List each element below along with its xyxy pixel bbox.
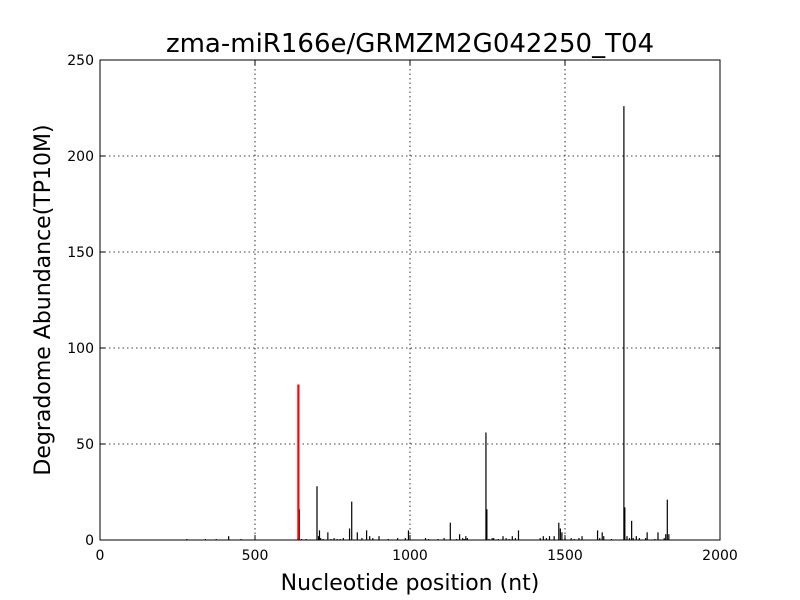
y-tick-label: 150 [67, 245, 94, 261]
y-tick-label: 100 [67, 341, 94, 357]
y-tick-labels: 0 50 100 150 200 250 [67, 53, 94, 549]
y-axis-label: Degradome Abundance(TP10M) [31, 124, 56, 475]
x-tick-labels: 0 500 1000 1500 2000 [96, 548, 738, 564]
bars [186, 106, 670, 540]
chart-title: zma-miR166e/GRMZM2G042250_T04 [166, 29, 654, 59]
x-tick-label: 1500 [547, 548, 583, 564]
y-tick-label: 0 [85, 533, 94, 549]
x-tick-label: 2000 [702, 548, 738, 564]
x-tick-label: 0 [96, 548, 105, 564]
x-tick-label: 500 [242, 548, 269, 564]
grid-lines [99, 59, 721, 541]
y-tick-label: 200 [67, 149, 94, 165]
axis-ticks [99, 59, 721, 541]
x-tick-label: 1000 [392, 548, 428, 564]
y-tick-label: 50 [76, 437, 94, 453]
y-tick-label: 250 [67, 53, 94, 69]
x-axis-label: Nucleotide position (nt) [281, 571, 540, 596]
